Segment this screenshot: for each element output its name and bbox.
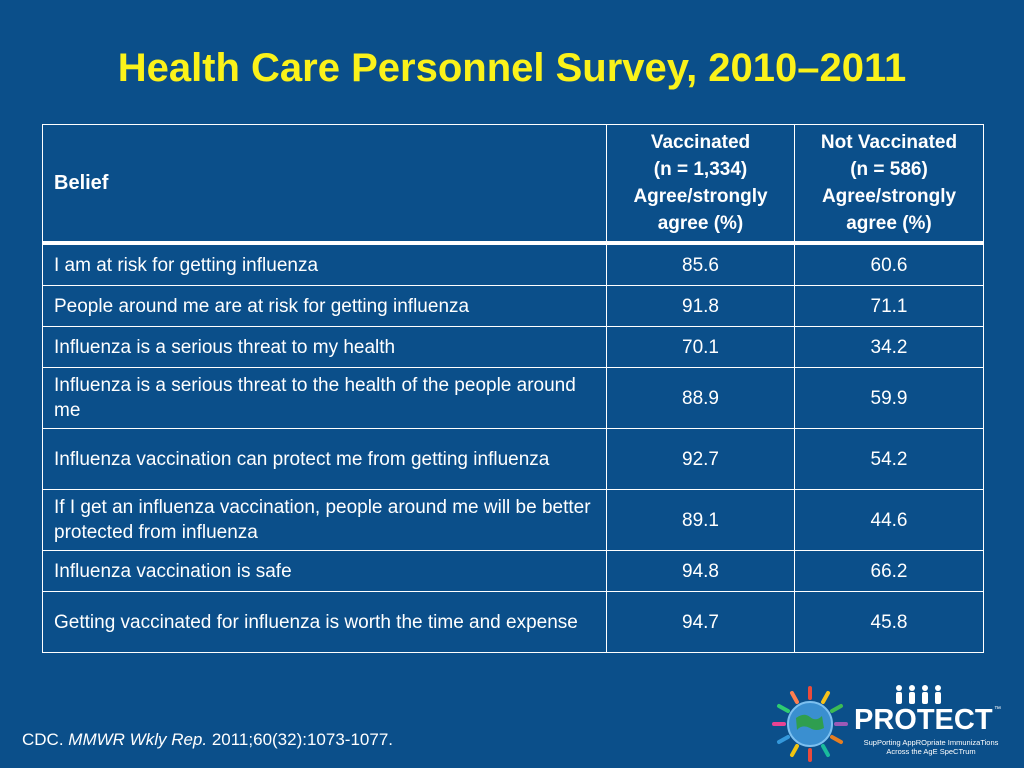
not-vaccinated-value-cell: 54.2 [794, 428, 984, 490]
vaccinated-header-line-1: Vaccinated [650, 132, 751, 153]
table-header-row: Belief Vaccinated (n = 1,334) Agree/stro… [42, 124, 984, 245]
not-vaccinated-header-line-3: Agree/strongly [821, 186, 957, 207]
vaccinated-value-cell: 70.1 [606, 326, 795, 368]
vaccinated-value-cell: 89.1 [606, 489, 795, 551]
vaccinated-header-line-3: Agree/strongly [633, 186, 768, 207]
slide-title: Health Care Personnel Survey, 2010–2011 [117, 46, 907, 90]
vaccinated-value-cell: 91.8 [606, 285, 795, 327]
source-prefix: CDC. [22, 730, 69, 749]
vaccinated-value-cell: 85.6 [606, 242, 795, 286]
table-row: Influenza vaccination can protect me fro… [42, 428, 984, 490]
protect-logo: PROTECT ™ SupPorting AppROpriate Immuniz… [770, 684, 1010, 764]
vaccinated-column-header: Vaccinated (n = 1,334) Agree/strongly ag… [606, 124, 795, 245]
table-row: If I get an influenza vaccination, peopl… [42, 489, 984, 551]
not-vaccinated-value-cell: 71.1 [794, 285, 984, 327]
table-row: People around me are at risk for getting… [42, 285, 984, 327]
vaccinated-value-cell: 94.7 [606, 591, 795, 653]
belief-cell: Getting vaccinated for influenza is wort… [42, 591, 607, 653]
belief-column-header: Belief [42, 124, 607, 245]
belief-cell: Influenza is a serious threat to my heal… [42, 326, 607, 368]
table-row: I am at risk for getting influenza 85.6 … [42, 242, 984, 286]
survey-table: Belief Vaccinated (n = 1,334) Agree/stro… [42, 124, 984, 653]
vaccinated-value-cell: 92.7 [606, 428, 795, 490]
trademark-symbol: ™ [994, 706, 1001, 713]
not-vaccinated-value-cell: 34.2 [794, 326, 984, 368]
not-vaccinated-value-cell: 59.9 [794, 367, 984, 429]
globe-people-icon [772, 686, 848, 762]
belief-cell: Influenza vaccination is safe [42, 550, 607, 592]
vaccinated-header-line-2: (n = 1,334) [653, 159, 748, 180]
belief-cell: If I get an influenza vaccination, peopl… [42, 489, 607, 551]
vaccinated-value-cell: 88.9 [606, 367, 795, 429]
protect-wordmark: PROTECT [854, 704, 993, 736]
belief-cell: I am at risk for getting influenza [42, 242, 607, 286]
belief-cell: People around me are at risk for getting… [42, 285, 607, 327]
not-vaccinated-header-line-1: Not Vaccinated [820, 132, 958, 153]
tagline-line-2: Across the AgE SpeCTrum [886, 747, 976, 756]
tagline-line-1: SupPorting AppROpriate ImmunizaTions [863, 738, 999, 747]
source-citation: CDC. MMWR Wkly Rep. 2011;60(32):1073-107… [22, 730, 393, 750]
vaccinated-header-line-4: agree (%) [657, 213, 744, 234]
logo-tagline: SupPorting AppROpriate ImmunizaTions Acr… [856, 738, 1006, 756]
source-journal: MMWR Wkly Rep. [68, 730, 208, 749]
not-vaccinated-value-cell: 66.2 [794, 550, 984, 592]
belief-cell: Influenza is a serious threat to the hea… [42, 367, 607, 429]
not-vaccinated-value-cell: 60.6 [794, 242, 984, 286]
not-vaccinated-header-line-4: agree (%) [846, 213, 932, 234]
not-vaccinated-header-line-2: (n = 586) [850, 159, 928, 180]
people-icon [896, 685, 941, 704]
table-row: Getting vaccinated for influenza is wort… [42, 591, 984, 653]
not-vaccinated-value-cell: 44.6 [794, 489, 984, 551]
not-vaccinated-value-cell: 45.8 [794, 591, 984, 653]
table-row: Influenza is a serious threat to my heal… [42, 326, 984, 368]
not-vaccinated-column-header: Not Vaccinated (n = 586) Agree/strongly … [794, 124, 984, 245]
source-details: 2011;60(32):1073-1077. [207, 730, 393, 749]
table-row: Influenza vaccination is safe 94.8 66.2 [42, 550, 984, 592]
belief-cell: Influenza vaccination can protect me fro… [42, 428, 607, 490]
table-row: Influenza is a serious threat to the hea… [42, 367, 984, 429]
vaccinated-value-cell: 94.8 [606, 550, 795, 592]
